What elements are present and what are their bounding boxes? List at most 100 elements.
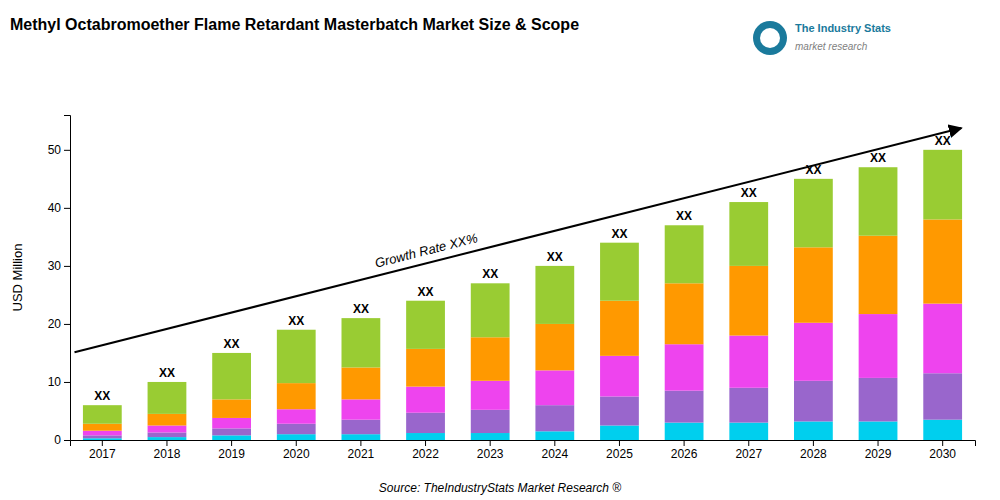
bar xyxy=(83,431,122,436)
bar xyxy=(600,301,639,356)
bars xyxy=(83,150,962,440)
plot: XXXXXXXXXXXXXXXXXXXXXXXXXXXX010203040502… xyxy=(48,116,976,461)
bar xyxy=(277,409,316,424)
y-tick-label: 40 xyxy=(48,201,62,215)
y-tick-mark xyxy=(64,266,70,267)
bar xyxy=(277,383,316,409)
x-tick-label: 2028 xyxy=(800,447,827,461)
stack-label: XX xyxy=(94,389,110,403)
bar xyxy=(212,353,251,399)
bar xyxy=(83,435,122,438)
bar xyxy=(923,420,962,440)
bar xyxy=(406,387,445,413)
x-tick: 2028 xyxy=(800,440,827,461)
stack-label: XX xyxy=(288,314,304,328)
x-tick-mark xyxy=(942,440,943,446)
y-tick-label: 10 xyxy=(48,375,62,389)
bar xyxy=(212,435,251,440)
bar xyxy=(406,433,445,440)
bar xyxy=(923,373,962,419)
stack-label: XX xyxy=(224,337,240,351)
x-tick-label: 2023 xyxy=(477,447,504,461)
y-tick: 10 xyxy=(48,375,70,389)
bar xyxy=(729,423,768,440)
bar xyxy=(535,370,574,405)
y-tick-label: 20 xyxy=(48,317,62,331)
x-tick-label: 2025 xyxy=(606,447,633,461)
y-tick: 30 xyxy=(48,259,70,273)
bar xyxy=(535,324,574,370)
x-tick: 2029 xyxy=(865,440,892,461)
x-tick-mark xyxy=(102,440,103,446)
x-tick: 2020 xyxy=(283,440,310,461)
bar xyxy=(665,344,704,390)
bar xyxy=(342,399,381,419)
stack-label: XX xyxy=(676,209,692,223)
y-tick-mark xyxy=(64,208,70,209)
bar xyxy=(406,413,445,433)
x-tick-mark xyxy=(813,440,814,446)
bar xyxy=(600,243,639,301)
stack-label: XX xyxy=(870,151,886,165)
x-tick: 2025 xyxy=(606,440,633,461)
y-tick: 40 xyxy=(48,201,70,215)
x-tick-mark xyxy=(878,440,879,446)
bar xyxy=(471,381,510,410)
bar xyxy=(148,432,187,437)
x-axis: 2017201820192020202120222023202420252026… xyxy=(71,440,976,461)
bar xyxy=(212,428,251,435)
x-tick: 2017 xyxy=(89,440,116,461)
bar xyxy=(535,405,574,431)
bar xyxy=(859,378,898,422)
x-tick: 2027 xyxy=(735,440,762,461)
bar xyxy=(665,391,704,423)
y-axis: 01020304050 xyxy=(48,116,71,448)
bar xyxy=(342,420,381,435)
bar xyxy=(859,314,898,378)
bar xyxy=(148,414,187,426)
y-tick: 20 xyxy=(48,317,70,331)
bar xyxy=(406,349,445,387)
y-tick: 50 xyxy=(48,143,70,157)
bar xyxy=(148,437,187,440)
stack-label: XX xyxy=(418,285,434,299)
x-tick: 2022 xyxy=(412,440,439,461)
bar xyxy=(342,367,381,399)
x-tick-label: 2027 xyxy=(735,447,762,461)
bar xyxy=(859,421,898,440)
stack-label: XX xyxy=(353,302,369,316)
source: Source: TheIndustryStats Market Research… xyxy=(379,481,621,495)
y-tick-mark xyxy=(64,150,70,151)
x-tick: 2024 xyxy=(541,440,568,461)
bar xyxy=(665,225,704,283)
x-tick-mark xyxy=(684,440,685,446)
bar xyxy=(277,434,316,440)
x-tick-label: 2019 xyxy=(218,447,245,461)
bar xyxy=(729,266,768,336)
bar xyxy=(471,337,510,381)
bar xyxy=(794,247,833,322)
x-tick-mark xyxy=(231,440,232,446)
logo-ring xyxy=(753,21,787,55)
series xyxy=(83,150,962,424)
x-tick-label: 2030 xyxy=(929,447,956,461)
x-tick-label: 2017 xyxy=(89,447,116,461)
bar xyxy=(342,318,381,367)
y-tick-mark xyxy=(64,324,70,325)
x-tick: 2019 xyxy=(218,440,245,461)
x-tick-mark xyxy=(360,440,361,446)
y-tick-mark xyxy=(64,382,70,383)
bar xyxy=(277,424,316,434)
bar xyxy=(535,266,574,324)
bar xyxy=(83,424,122,431)
bar xyxy=(212,399,251,418)
x-tick-mark xyxy=(296,440,297,446)
bar xyxy=(923,304,962,374)
bar xyxy=(923,150,962,220)
bar xyxy=(277,330,316,383)
bar xyxy=(212,418,251,428)
bar xyxy=(471,283,510,337)
x-tick-label: 2022 xyxy=(412,447,439,461)
y-axis-line xyxy=(64,116,71,441)
bar xyxy=(859,167,898,235)
